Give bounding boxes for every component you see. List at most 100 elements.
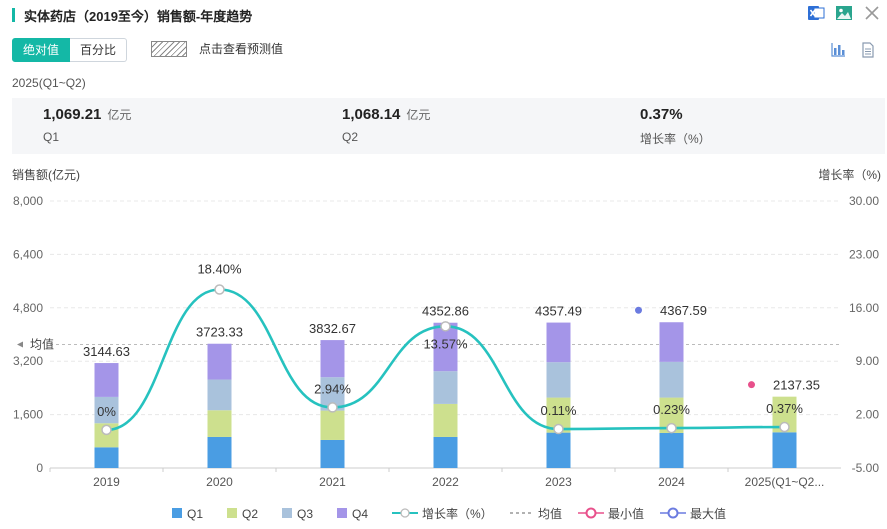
x-tick-label: 2021 xyxy=(319,475,346,489)
summary-q2: 1,068.14 亿元 Q2 xyxy=(342,106,430,144)
total-label: 2137.35 xyxy=(773,378,820,393)
period-label: 2025(Q1~Q2) xyxy=(12,76,86,90)
y-tick-label: 0 xyxy=(36,461,43,475)
table-icon[interactable] xyxy=(859,41,877,59)
growth-label: 0.37% xyxy=(766,401,803,416)
header-actions xyxy=(807,4,881,22)
average-label: 均值 xyxy=(30,337,54,352)
chart-header: 实体药店（2019至今）销售额-年度趋势 xyxy=(12,6,252,24)
excel-export-icon[interactable] xyxy=(807,4,825,22)
summary-label: 增长率（%） xyxy=(640,132,711,146)
y2-tick-label: 16.00 xyxy=(849,301,879,315)
legend-swatch xyxy=(337,508,347,518)
bar-segment-q2 xyxy=(207,410,232,437)
y-tick-label: 6,400 xyxy=(13,247,43,261)
growth-point xyxy=(553,423,564,435)
bar-segment-q1 xyxy=(659,432,684,468)
legend-label: Q1 xyxy=(187,507,203,521)
growth-point xyxy=(101,424,112,436)
x-tick-label: 2023 xyxy=(545,475,572,489)
growth-label: 13.57% xyxy=(423,336,468,351)
growth-point xyxy=(779,421,790,433)
summary-value: 1,068.14 xyxy=(342,106,401,123)
growth-point xyxy=(440,321,451,332)
summary-growth: 0.37% 增长率（%） xyxy=(640,106,711,147)
growth-point xyxy=(327,402,338,413)
y-tick-label: 1,600 xyxy=(13,408,43,422)
image-export-icon[interactable] xyxy=(835,4,853,22)
bar-segment-q3 xyxy=(207,379,232,411)
percentage-button[interactable]: 百分比 xyxy=(70,38,128,62)
value-mode-toggle: 绝对值 百分比 xyxy=(12,38,128,62)
legend-label: 最小值 xyxy=(608,506,644,521)
bar-segment-q3 xyxy=(546,362,571,398)
y2-tick-label: 9.00 xyxy=(856,354,880,368)
y2-axis-title: 增长率（%) xyxy=(818,168,881,182)
bar-segment-q1 xyxy=(433,436,458,468)
bar-segment-q2 xyxy=(320,410,345,440)
bar-segment-q3 xyxy=(320,377,345,411)
bar-segment-q2 xyxy=(546,397,571,433)
summary-value: 1,069.21 xyxy=(43,106,102,123)
legend-label: 均值 xyxy=(538,506,562,521)
bar-segment-q1 xyxy=(207,436,232,468)
y-axis-title: 销售额(亿元) xyxy=(12,168,80,182)
summary-q1: 1,069.21 亿元 Q1 xyxy=(43,106,131,144)
average-arrow-icon xyxy=(17,341,23,348)
max-marker xyxy=(635,306,642,314)
summary-label: Q2 xyxy=(342,130,359,144)
summary-unit: 亿元 xyxy=(406,108,431,122)
bar-segment-q4 xyxy=(433,322,458,372)
legend-marker xyxy=(585,507,597,519)
total-label: 3832.67 xyxy=(309,321,356,336)
bar-segment-q2 xyxy=(659,397,684,433)
legend-label: Q4 xyxy=(352,507,368,521)
legend-swatch xyxy=(172,508,182,518)
total-label: 4367.59 xyxy=(660,303,707,318)
y2-tick-label: 30.00 xyxy=(849,194,879,208)
growth-label: 2.94% xyxy=(314,381,351,396)
y-tick-label: 8,000 xyxy=(13,194,43,208)
total-label: 4357.49 xyxy=(535,304,582,319)
legend-marker xyxy=(667,507,679,519)
growth-point xyxy=(214,284,225,295)
legend-label: 最大值 xyxy=(690,506,726,521)
legend-swatch xyxy=(227,508,237,518)
bar-segment-q3 xyxy=(94,396,119,424)
bar-segment-q1 xyxy=(94,447,119,468)
x-tick-label: 2019 xyxy=(93,475,120,489)
summary-panel: 1,069.21 亿元 Q1 1,068.14 亿元 Q2 0.37% 增长率（%） xyxy=(12,98,885,154)
bar-segment-q2 xyxy=(433,403,458,437)
legend-label: Q3 xyxy=(297,507,313,521)
legend-line-marker xyxy=(400,508,410,518)
x-tick-label: 2020 xyxy=(206,475,233,489)
bar-segment-q4 xyxy=(659,322,684,362)
bar-segment-q4 xyxy=(94,363,119,397)
bar-segment-q2 xyxy=(94,423,119,448)
min-marker xyxy=(748,381,755,389)
hatch-pattern-icon xyxy=(151,40,187,57)
legend-label: 增长率（%） xyxy=(422,506,493,521)
bar-chart-icon[interactable] xyxy=(829,41,847,59)
bar-segment-q1 xyxy=(320,439,345,468)
legend-swatch xyxy=(282,508,292,518)
growth-label: 18.40% xyxy=(197,261,242,276)
title-accent-bar xyxy=(12,8,15,22)
page-title: 实体药店（2019至今）销售额-年度趋势 xyxy=(24,8,253,24)
absolute-value-button[interactable]: 绝对值 xyxy=(12,38,71,62)
close-icon[interactable] xyxy=(863,4,881,22)
bar-segment-q4 xyxy=(207,343,232,380)
forecast-toggle[interactable]: 点击查看预测值 xyxy=(151,40,283,57)
x-tick-label: 2025(Q1~Q2... xyxy=(745,475,825,489)
y2-tick-label: 23.00 xyxy=(849,247,879,261)
growth-label: 0.23% xyxy=(653,402,690,417)
bar-segment-q1 xyxy=(546,432,571,468)
bar-segment-q4 xyxy=(320,340,345,378)
summary-unit: 亿元 xyxy=(107,108,132,122)
growth-line xyxy=(106,288,785,432)
summary-label: Q1 xyxy=(43,130,60,144)
bar-segment-q3 xyxy=(433,371,458,404)
x-tick-label: 2024 xyxy=(658,475,685,489)
total-label: 4352.86 xyxy=(422,304,469,319)
